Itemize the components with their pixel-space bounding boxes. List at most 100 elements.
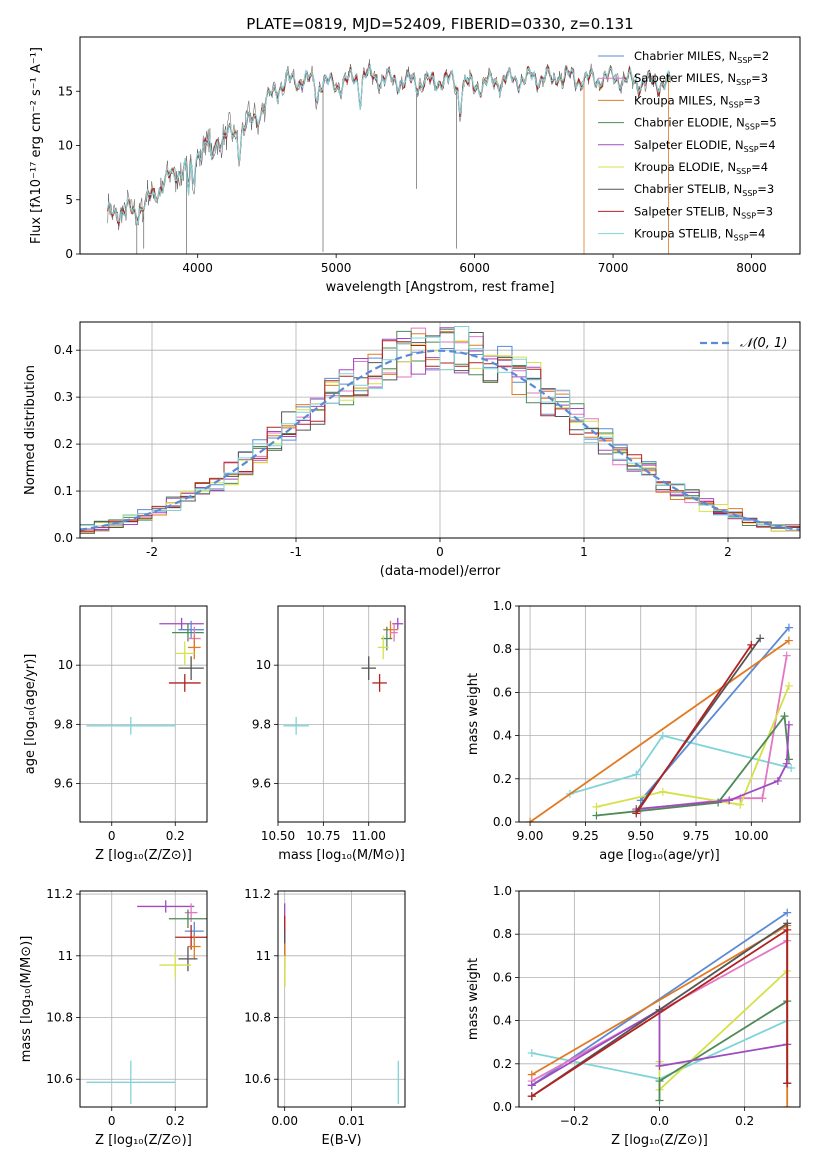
weight_vs_age-marker <box>747 640 756 649</box>
mass_vs_Z-xlabel: Z [log₁₀(Z/Z⊙)] <box>95 1133 192 1148</box>
spectrum-axes: 4000 5000 6000 7000 8000 0 5 10 15 wavelength [An… <box>29 36 801 295</box>
mass_vs_EBV-xlabel: E(B-V) <box>321 1133 361 1148</box>
weight_vs_Z-xtick-label: 0.0 <box>650 1114 669 1128</box>
age_vs_mass-xlabel: mass [log₁₀(M/M⊙)] <box>278 848 405 863</box>
spectrum-legend-label: Kroupa STELIB, NSSP=4 <box>634 227 765 243</box>
age_vs_Z-point <box>168 674 201 692</box>
age_vs_Z-xtick-label: 0 <box>108 829 116 843</box>
weight_vs_age-marker <box>725 796 734 805</box>
mass_vs_Z-point <box>178 946 198 972</box>
weight_vs_Z-marker <box>655 1077 664 1086</box>
weight_vs_Z-ytick-label: 0.2 <box>493 1057 512 1071</box>
residual-legend-label: 𝒩(0, 1) <box>740 336 787 351</box>
mass_vs_Z-points <box>86 900 207 1104</box>
mass_vs_EBV-frame <box>277 890 406 1108</box>
legend-subscript: SSP <box>737 56 752 65</box>
spectrum-legend-label: Chabrier ELODIE, NSSP=5 <box>634 116 777 132</box>
legend-count: =5 <box>760 116 777 130</box>
weight_vs_age-marker <box>784 720 793 729</box>
age_vs_Z-point <box>159 617 204 630</box>
weight_vs_age-marker <box>526 818 535 822</box>
legend-subscript: SSP <box>741 211 756 220</box>
weight_vs_Z-xtick-label: −0.2 <box>560 1114 589 1128</box>
weight_vs_Z-frame <box>518 890 801 1108</box>
age_vs_Z-point <box>178 620 204 639</box>
spectrum-ytick-label: 5 <box>65 193 73 207</box>
weight_vs_Z-xtick-label: 0.2 <box>735 1114 754 1128</box>
weight_vs_age-series-line <box>635 644 753 814</box>
spectrum-ytick-label: 0 <box>65 247 73 261</box>
weight_vs_age-ytick-label: 0.4 <box>493 729 512 743</box>
weight_vs_age-xtick-label: 9.00 <box>517 829 544 843</box>
weight_vs_age-marker <box>784 623 793 632</box>
mass_vs_Z-point <box>168 909 207 929</box>
mass_vs_EBV-axes: 0.00 0.01 10.6 10.8 11 11.2 E(B-V) <box>244 887 406 1148</box>
age_vs_Z-point <box>178 656 204 680</box>
age_vs_mass-point <box>283 716 309 735</box>
spectrum-ylabel: Flux [fλ10⁻¹⁷ erg cm⁻² s⁻¹ A⁻¹] <box>29 47 44 244</box>
age_vs_mass-xtick-label: 10.50 <box>261 829 295 843</box>
weight_vs_age-marker <box>758 794 767 803</box>
spectrum-legend-label: Salpeter MILES, NSSP=3 <box>634 71 768 87</box>
weight_vs_Z-marker <box>655 1061 664 1070</box>
weight_vs_age-xtick-label: 9.50 <box>627 829 654 843</box>
mass_vs_EBV-xtick-label: 0.00 <box>271 1114 298 1128</box>
weight_vs_age-ytick-label: 0.8 <box>493 642 512 656</box>
mass_vs_EBV-xtick-label: 0.01 <box>338 1114 365 1128</box>
age_vs_Z-ytick-label: 9.6 <box>54 777 73 791</box>
spectrum-legend-label: Kroupa ELODIE, NSSP=4 <box>634 160 768 176</box>
legend-count: =2 <box>752 49 769 63</box>
spectrum-legend: Chabrier MILES, NSSP=2 Salpeter MILES, NS… <box>598 49 777 243</box>
weight_vs_Z-series-line <box>531 1008 788 1087</box>
age_vs_Z-xtick-label: 0.2 <box>166 829 185 843</box>
residuals-xtick-label: -1 <box>290 545 302 559</box>
legend-count: =3 <box>744 93 761 107</box>
weight_vs_age-marker <box>632 809 641 818</box>
age_vs_mass-point <box>377 635 389 660</box>
weight_vs_Z-xlabel: Z [log₁₀(Z/Z⊙)] <box>611 1133 708 1148</box>
weight_vs_age-ytick-label: 0.0 <box>493 815 512 829</box>
mass_vs_Z-axes: 0 0.2 10.6 10.8 11 11.2 Z [log₁₀(Z/Z⊙)] mass [l… <box>19 887 208 1148</box>
legend-subscript: SSP <box>729 100 744 109</box>
weight_vs_age-marker <box>756 634 765 643</box>
legend-subscript: SSP <box>742 189 757 198</box>
weight_vs_Z-axes: −0.2 0.0 0.2 0.0 0.2 0.4 0.6 0.8 1.0 Z [log₁₀(Z/Z… <box>466 884 801 1148</box>
mass_vs_EBV-ytick-label: 11 <box>256 949 271 963</box>
legend-subscript: SSP <box>745 123 760 132</box>
age_vs_mass-xtick-label: 11.00 <box>352 829 386 843</box>
weight_vs_age-frame <box>518 605 801 823</box>
weight_vs_age-marker <box>592 802 601 811</box>
weight_vs_age-xtick-label: 9.75 <box>683 829 710 843</box>
spectrum-legend-label: Chabrier STELIB, NSSP=3 <box>634 182 774 198</box>
residuals-xtick-label: 0 <box>436 545 444 559</box>
mass_vs_EBV-ytick-label: 10.8 <box>244 1011 271 1025</box>
residuals-ytick-label: 0.1 <box>54 484 73 498</box>
spectrum-lines <box>107 59 672 254</box>
age_vs_Z-point <box>175 641 195 666</box>
age_vs_Z-frame <box>79 605 208 823</box>
mass_vs_Z-point <box>137 900 195 913</box>
legend-count: =4 <box>749 227 766 241</box>
weight_vs_age-marker <box>782 651 791 660</box>
spectrum-xtick-label: 8000 <box>736 261 767 275</box>
age_vs_Z-xlabel: Z [log₁₀(Z/Z⊙)] <box>95 848 192 863</box>
residuals-frame <box>79 321 801 539</box>
weight_vs_age-lines <box>526 623 796 822</box>
age_vs_mass-ytick-label: 9.6 <box>252 777 271 791</box>
age_vs_Z-point <box>86 716 176 735</box>
mass_vs_Z-ytick-label: 10.6 <box>46 1072 73 1086</box>
weight_vs_age-marker <box>784 636 793 645</box>
weight_vs_Z-marker <box>783 925 792 934</box>
legend-subscript: SSP <box>736 167 751 176</box>
legend-count: =4 <box>759 138 776 152</box>
legend-count: =3 <box>751 71 768 85</box>
weight_vs_age-marker <box>592 811 601 820</box>
weight_vs_age-marker <box>773 776 782 785</box>
residuals-axes: -2 -1 0 1 2 0.0 0.1 0.2 0.3 0.4 (data-model)/error… <box>23 321 801 579</box>
mass_vs_Z-xtick-label: 0 <box>108 1114 116 1128</box>
weight_vs_Z-marker <box>527 1092 536 1101</box>
residual-histograms <box>80 326 800 534</box>
age_vs_mass-xtick-label: 10.75 <box>306 829 340 843</box>
